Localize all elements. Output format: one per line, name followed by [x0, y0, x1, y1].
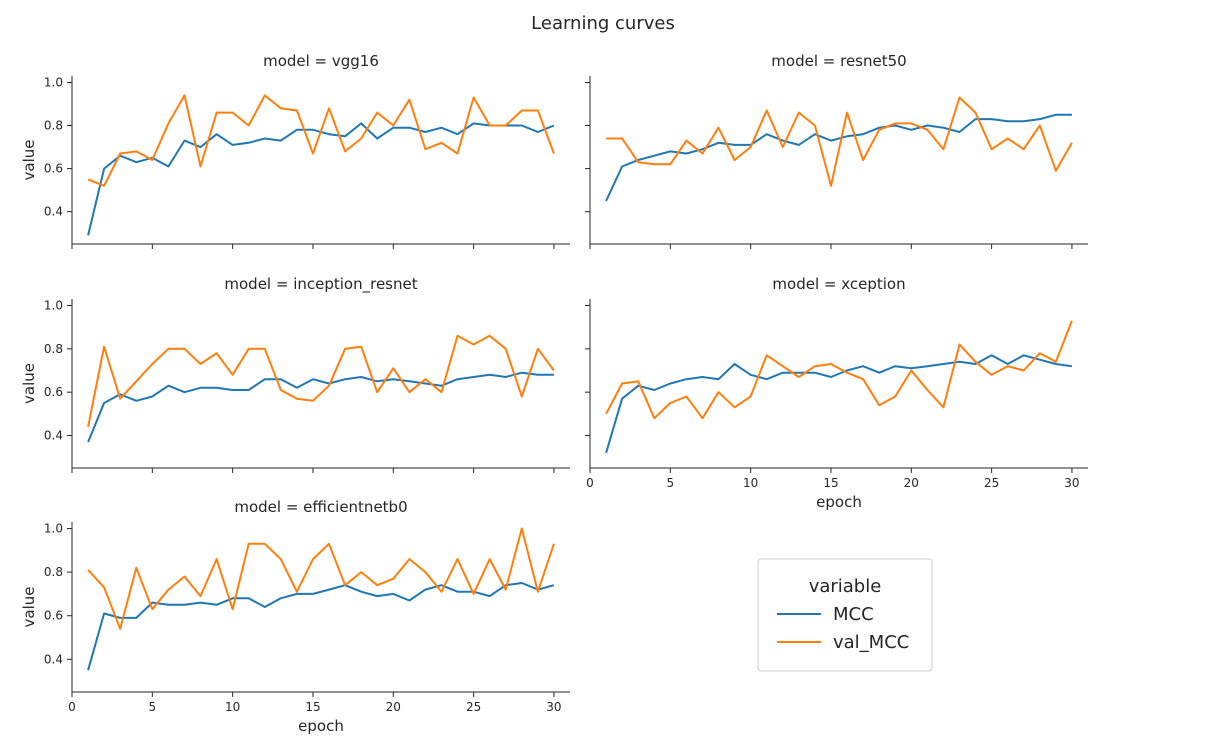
facet-panel-0: model = vgg16 0.4 0.6 0.8 1.0 value: [20, 52, 570, 249]
y-tick-label: 1.0: [44, 299, 63, 313]
x-tick-label: 25: [466, 700, 481, 714]
panel-title: model = xception: [772, 275, 905, 293]
facet-panel-3: model = xception 0 5 10 15 20 25 30 epoch: [585, 275, 1088, 511]
legend-label-val-mcc: val_MCC: [833, 632, 909, 653]
panel-title: model = efficientnetb0: [234, 498, 407, 516]
y-tick-label: 0.6: [44, 162, 63, 176]
series-line-val-mcc: [87, 334, 555, 427]
y-axis-label: value: [20, 140, 38, 181]
x-tick-label: 20: [386, 700, 401, 714]
facet-panels: model = vgg16 0.4 0.6 0.8 1.0 value model = re…: [20, 52, 1088, 735]
legend: variable MCC val_MCC: [757, 558, 933, 672]
y-tick-label: 0.8: [44, 119, 63, 133]
x-axis-label: epoch: [298, 717, 344, 735]
legend-title: variable: [809, 576, 882, 597]
x-tick-label: 20: [904, 476, 919, 490]
x-tick-label: 5: [149, 700, 157, 714]
series-line-val-mcc: [87, 94, 555, 187]
y-axis-label: value: [20, 587, 38, 628]
series-line-mcc: [605, 354, 1073, 454]
y-tick-label: 0.6: [44, 609, 63, 623]
x-tick-label: 0: [68, 700, 76, 714]
facet-panel-1: model = resnet50: [585, 52, 1088, 249]
y-tick-label: 0.8: [44, 565, 63, 579]
y-tick-label: 1.0: [44, 522, 63, 536]
y-axis-label: value: [20, 363, 38, 404]
x-tick-label: 30: [1064, 476, 1079, 490]
x-tick-label: 10: [743, 476, 758, 490]
y-tick-label: 0.6: [44, 385, 63, 399]
y-tick-label: 0.8: [44, 342, 63, 356]
panel-title: model = resnet50: [771, 52, 906, 70]
facet-panel-2: model = inception_resnet 0.4 0.6 0.8 1.0 valu…: [20, 275, 570, 473]
x-tick-label: 15: [305, 700, 320, 714]
series-line-mcc: [605, 113, 1072, 202]
series-line-val-mcc: [606, 96, 1073, 187]
y-tick-label: 0.4: [44, 652, 63, 666]
facet-panel-4: model = efficientnetb0 0.4 0.6 0.8 1.0 0 5 10 15…: [20, 498, 570, 735]
series-line-mcc: [87, 582, 555, 671]
series-line-val-mcc: [87, 527, 555, 630]
x-tick-label: 5: [667, 476, 675, 490]
x-tick-label: 25: [984, 476, 999, 490]
y-tick-label: 0.4: [44, 205, 63, 219]
x-tick-label: 30: [546, 700, 561, 714]
y-tick-label: 1.0: [44, 75, 63, 89]
panel-title: model = vgg16: [263, 52, 379, 70]
x-tick-label: 0: [586, 476, 594, 490]
x-tick-label: 15: [823, 476, 838, 490]
y-tick-label: 0.4: [44, 429, 63, 443]
panel-title: model = inception_resnet: [224, 275, 417, 294]
figure-title: Learning curves: [531, 13, 675, 34]
legend-label-mcc: MCC: [833, 604, 874, 625]
x-axis-label: epoch: [816, 493, 862, 511]
series-line-mcc: [87, 122, 555, 236]
series-line-val-mcc: [605, 320, 1073, 420]
x-tick-label: 10: [225, 700, 240, 714]
series-line-mcc: [87, 371, 554, 443]
